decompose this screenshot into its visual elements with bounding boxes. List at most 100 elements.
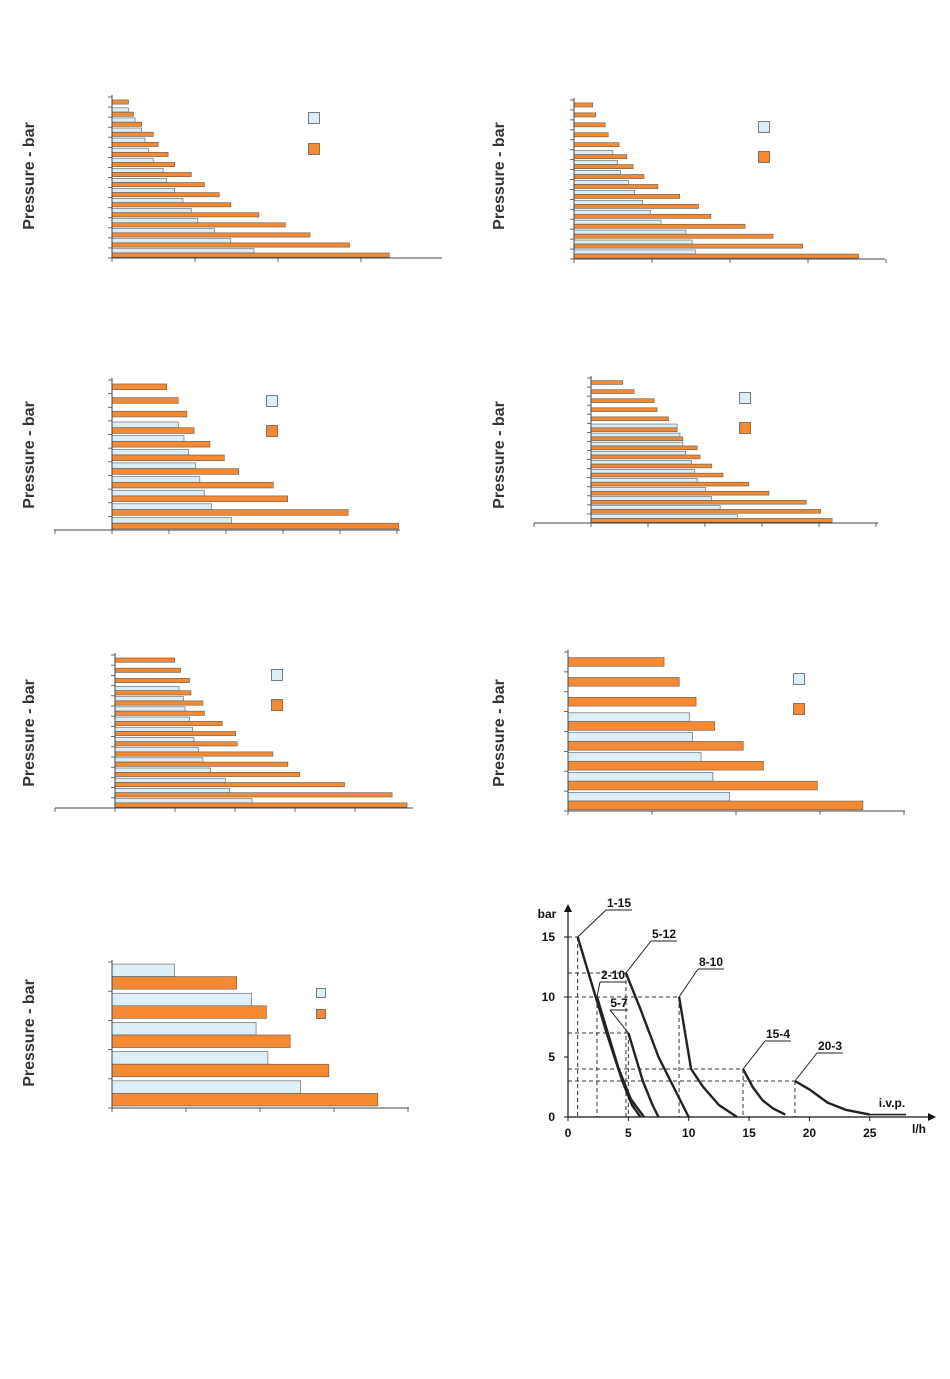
- bar-blue: [567, 712, 690, 722]
- x-tick-label: 25: [863, 1126, 877, 1140]
- bar-blue: [114, 777, 226, 783]
- bar-blue: [573, 209, 651, 215]
- bar-chart-2: Pressure - bar: [491, 98, 887, 263]
- bar-blue: [573, 150, 614, 155]
- bar-blue: [111, 117, 136, 123]
- bar-orange: [573, 213, 712, 219]
- bar-blue: [114, 767, 211, 773]
- curve-2-10: [595, 996, 645, 1118]
- curve-label-leader: [577, 909, 607, 938]
- bar-blue: [111, 248, 255, 254]
- legend-swatch-orange: [793, 703, 805, 715]
- y-axis-label: Pressure - bar: [21, 979, 38, 1087]
- bar-chart-4: Pressure - bar: [491, 376, 878, 527]
- bar-orange: [111, 495, 288, 502]
- bar-blue: [114, 798, 253, 804]
- curve-label: 8-10: [699, 955, 723, 969]
- legend-swatch-blue: [266, 395, 278, 407]
- curve-5-12: [624, 972, 690, 1118]
- bar-blue: [111, 1080, 301, 1094]
- x-tick-label: 10: [682, 1126, 696, 1140]
- bar-blue: [111, 228, 215, 234]
- bar-orange: [567, 677, 680, 687]
- bar-blue: [111, 517, 232, 524]
- bar-blue: [111, 147, 149, 153]
- bar-orange: [590, 380, 623, 385]
- bar-orange: [590, 436, 684, 442]
- bar-blue: [111, 476, 201, 483]
- bar-blue: [111, 992, 252, 1007]
- y-tick-label: 5: [548, 1050, 555, 1064]
- bar-blue: [111, 462, 196, 469]
- bar-blue: [111, 218, 199, 224]
- bar-orange: [111, 427, 195, 434]
- bar-orange: [590, 427, 678, 432]
- bar-orange: [590, 463, 712, 469]
- bar-orange: [114, 690, 192, 696]
- bar-orange: [114, 731, 236, 737]
- bar-orange: [573, 194, 681, 199]
- bar-blue: [111, 503, 212, 510]
- bar-orange: [111, 481, 274, 489]
- bar-orange: [567, 657, 665, 667]
- bar-blue: [114, 696, 184, 702]
- legend-swatch-blue: [316, 988, 326, 998]
- bar-orange: [573, 154, 628, 160]
- bar-blue: [111, 435, 185, 442]
- curve-label: 20-3: [818, 1039, 842, 1053]
- bar-blue: [111, 489, 205, 497]
- bar-orange: [111, 410, 188, 418]
- bar-blue: [111, 107, 129, 113]
- curve-1-15: [576, 936, 642, 1118]
- bar-orange: [567, 780, 818, 791]
- bar-blue: [567, 772, 714, 782]
- bar-orange: [590, 472, 724, 478]
- bar-orange: [111, 202, 232, 208]
- y-axis-label: Pressure - bar: [491, 401, 508, 509]
- bar-blue: [590, 496, 712, 501]
- bar-orange: [590, 445, 698, 451]
- y-axis-arrow: [564, 904, 572, 912]
- bar-orange: [567, 741, 744, 751]
- legend-swatch-blue: [271, 669, 283, 681]
- bar-orange: [114, 741, 238, 747]
- bar-blue: [567, 732, 693, 742]
- bar-orange: [111, 441, 211, 448]
- bar-blue: [114, 706, 186, 712]
- bar-orange: [573, 233, 774, 239]
- bar-orange: [111, 397, 179, 404]
- y-axis-label: Pressure - bar: [21, 122, 38, 230]
- bar-orange: [567, 800, 864, 811]
- bar-orange: [114, 761, 289, 767]
- bar-orange: [114, 657, 175, 663]
- x-tick-label: 5: [625, 1126, 632, 1140]
- bar-orange: [111, 1093, 379, 1107]
- bar-orange: [590, 518, 833, 523]
- bar-orange: [111, 111, 134, 117]
- bar-blue: [111, 238, 232, 244]
- bar-orange: [111, 131, 154, 137]
- bar-blue: [590, 432, 681, 438]
- bar-blue: [573, 229, 687, 235]
- legend-swatch-orange: [316, 1009, 326, 1019]
- curve-label-leader: [742, 1040, 766, 1070]
- legend-swatch-blue: [758, 121, 770, 133]
- bar-blue: [111, 1022, 257, 1036]
- x-tick-label: 0: [565, 1126, 572, 1140]
- legend-swatch-blue: [308, 112, 320, 124]
- curve-label: 5-7: [610, 996, 628, 1010]
- bar-blue: [590, 478, 698, 483]
- bar-orange: [111, 1034, 291, 1048]
- bar-chart-6: Pressure - bar: [491, 650, 905, 815]
- bar-blue: [111, 167, 164, 173]
- bar-orange: [590, 500, 807, 505]
- bar-orange: [111, 232, 311, 238]
- curve-label: 5-12: [652, 927, 676, 941]
- bar-orange: [114, 751, 274, 757]
- bar-chart-7: Pressure - bar: [21, 960, 409, 1112]
- curve-label-leader: [609, 1009, 629, 1034]
- y-axis-label: Pressure - bar: [491, 679, 508, 787]
- bar-chart-3: Pressure - bar: [21, 378, 400, 534]
- bar-orange: [590, 454, 701, 460]
- x-tick-label: 20: [803, 1126, 817, 1140]
